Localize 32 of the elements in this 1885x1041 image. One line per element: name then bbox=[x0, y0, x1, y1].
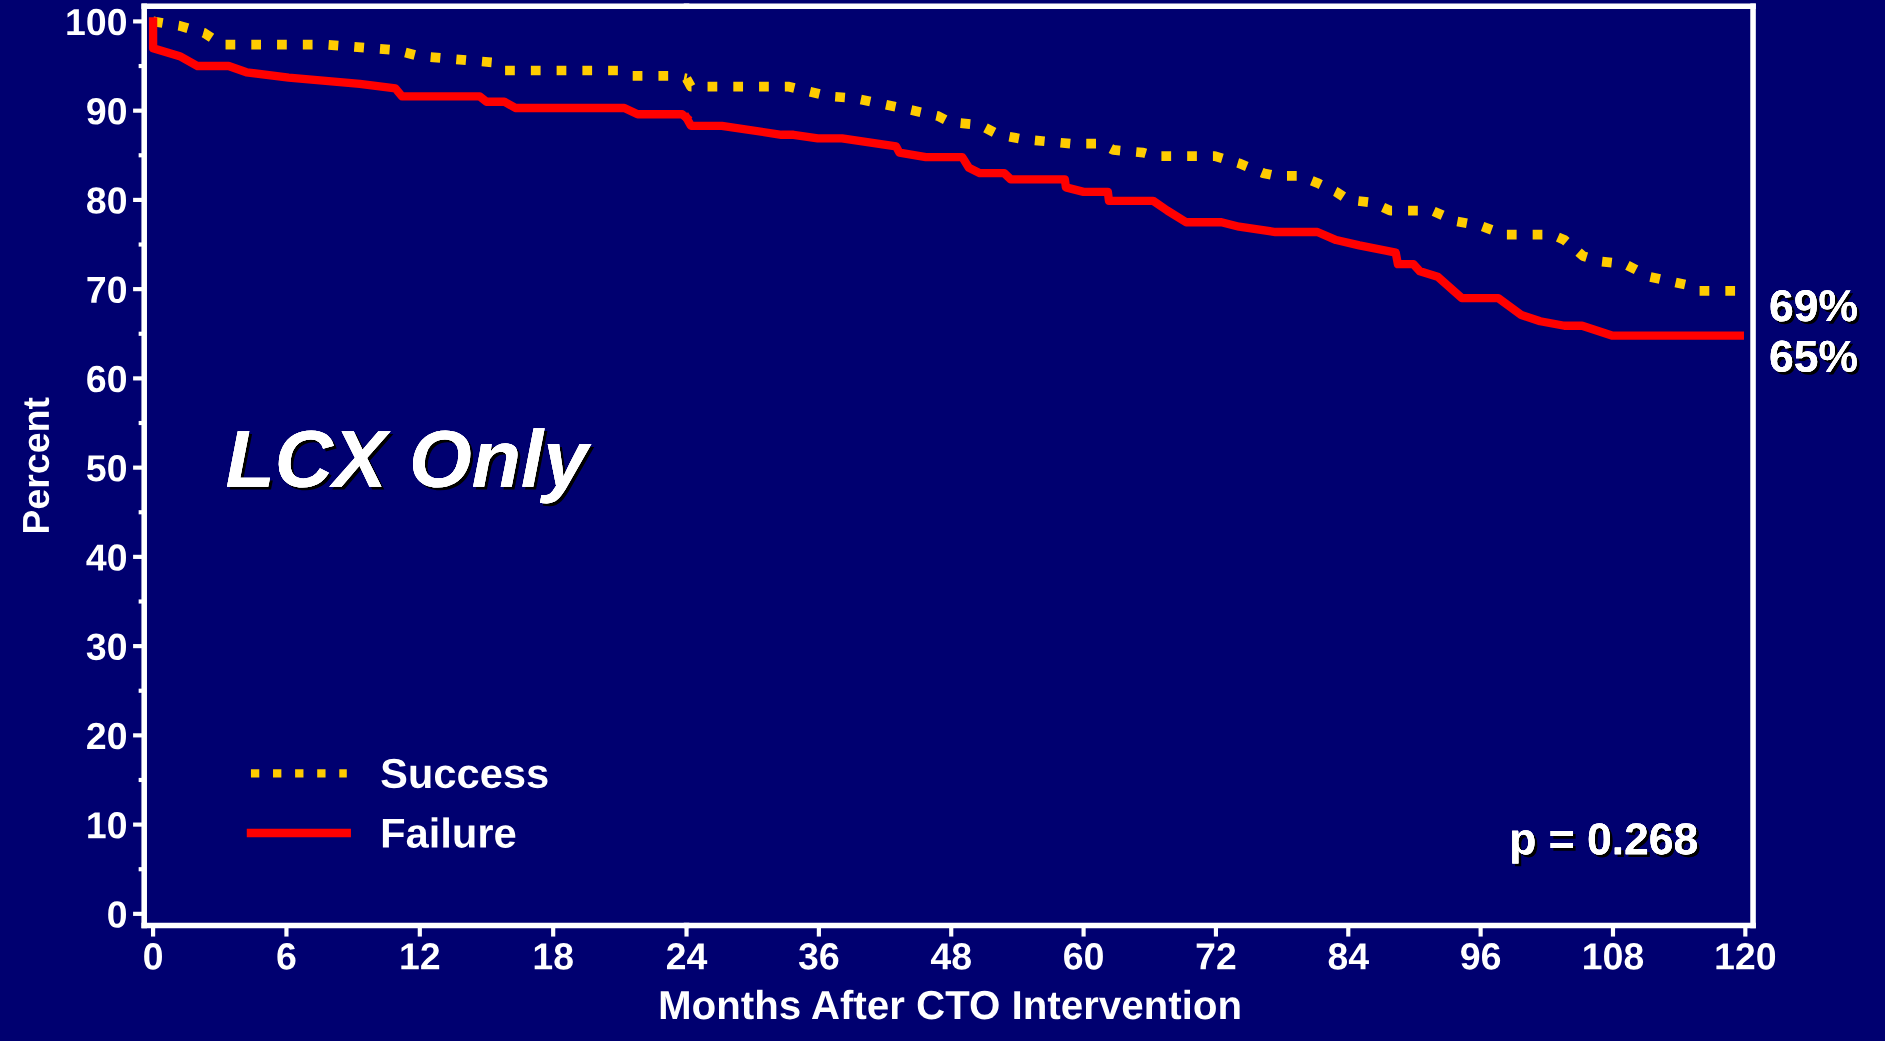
x-tick-label: 48 bbox=[930, 943, 971, 970]
x-tick-label: 60 bbox=[1064, 943, 1103, 970]
x-tick-label: 6 bbox=[277, 943, 296, 970]
x-tick-label: 96 bbox=[1461, 943, 1501, 970]
y-axis-title: Percent bbox=[23, 397, 50, 533]
x-tick-label: 0 bbox=[144, 943, 162, 970]
y-tick-label: 50 bbox=[86, 455, 126, 482]
y-tick-label: 40 bbox=[86, 544, 126, 571]
text: 69% bbox=[1770, 290, 1860, 325]
y-tick-label: 30 bbox=[86, 633, 126, 661]
x-tick-label: 24 bbox=[666, 943, 708, 970]
y-tick-label: 70 bbox=[87, 276, 126, 304]
legend-label: Failure bbox=[382, 817, 516, 848]
annotation: LCX Only bbox=[226, 428, 595, 507]
legend-label: Success bbox=[381, 758, 548, 789]
x-tick-label: 108 bbox=[1584, 943, 1644, 970]
x-axis-title: Months After CTO Intervention bbox=[660, 989, 1240, 1020]
x-tick-label: 84 bbox=[1328, 943, 1369, 970]
x-tick-label: 36 bbox=[798, 943, 839, 970]
y-tick-label: 0 bbox=[108, 901, 126, 928]
x-tick-label: 12 bbox=[401, 943, 440, 970]
x-tick-label: 18 bbox=[534, 943, 573, 970]
y-tick-label: 20 bbox=[87, 722, 126, 750]
x-tick-label: 120 bbox=[1716, 943, 1776, 970]
y-tick-label: 100 bbox=[67, 8, 127, 36]
text: 65% bbox=[1770, 340, 1860, 375]
y-tick-label: 10 bbox=[88, 812, 126, 839]
y-tick-label: 90 bbox=[87, 98, 126, 125]
annotation: p = 0.268 bbox=[1512, 823, 1700, 867]
y-tick-label: 80 bbox=[87, 187, 126, 214]
x-tick-label: 72 bbox=[1196, 943, 1236, 970]
y-tick-label: 60 bbox=[87, 365, 126, 393]
